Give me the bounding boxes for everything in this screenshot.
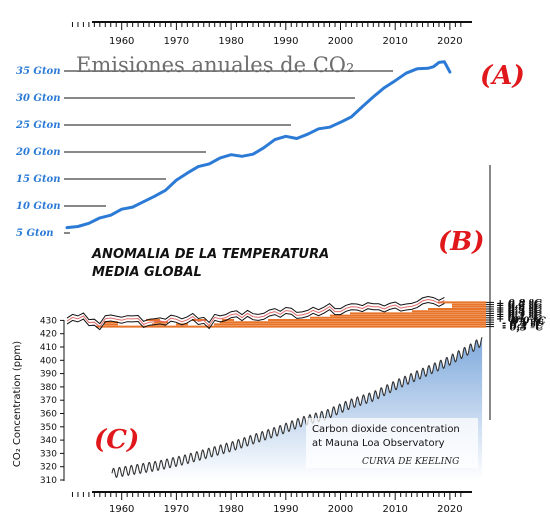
co2-y-tick-label: 400 [40, 356, 57, 366]
anomaly-y-tick-label: - 0,3 ºC [502, 323, 544, 334]
emissions-y-tick-label: 25 Gton [15, 120, 61, 131]
bottom-year-label: 2010 [382, 504, 407, 515]
panel-label-a: (A) [480, 61, 525, 91]
keeling-curve-line [111, 337, 483, 479]
top-year-label: 2000 [328, 36, 353, 47]
keeling-curve-name: CURVA DE KEELING [362, 457, 459, 467]
anomaly-title-line-1: ANOMALIA DE LA TEMPERATURA [91, 247, 329, 262]
anomaly-reference-lines [96, 301, 486, 328]
panel-label-c: (C) [94, 425, 139, 455]
anomaly-title-line-2: MEDIA GLOBAL [92, 265, 202, 280]
co2-y-tick-label: 390 [40, 370, 57, 380]
temperature-anomaly-series [66, 295, 445, 331]
anomaly-y-tick-label: - 0,2 ºC [502, 320, 544, 331]
anomaly-y-tick-label: + 0,2 ºC [496, 312, 542, 323]
anomaly-y-tick-label: 0,0 ºC [512, 316, 546, 327]
top-year-label: 2010 [382, 36, 407, 47]
bottom-time-axis: 1960 1970 1980 1990 2000 2010 2020 [71, 491, 472, 515]
emissions-y-tick-label: 5 Gton [16, 228, 54, 239]
keeling-caption-box [306, 418, 478, 468]
emissions-y-tick-label: 35 Gton [16, 66, 61, 77]
anomaly-y-tick-label: + 0,6 ºC [496, 303, 542, 314]
anomaly-lower-bound [66, 301, 445, 331]
emissions-gridlines [64, 70, 393, 234]
keeling-caption-line-2: at Mauna Loa Observatory [312, 438, 445, 449]
bottom-year-label: 2020 [437, 504, 462, 515]
anomaly-y-tick-label: + 0,4 ºC [496, 307, 542, 318]
anomaly-y-tick-label: + 0,8 ºC [496, 298, 542, 309]
emissions-y-tick-label: 20 Gton [15, 147, 61, 158]
anomaly-y-tick-label: + 0,3 ºC [496, 309, 542, 320]
co2-y-tick-label: 370 [40, 396, 57, 406]
emissions-y-tick-label: 15 Gton [16, 174, 61, 185]
top-year-label: 1960 [109, 36, 134, 47]
anomaly-y-tick-label: - 0,1 ºC [502, 318, 544, 329]
top-year-label: 1980 [218, 36, 243, 47]
co2-y-tick-label: 430 [40, 316, 57, 326]
co2-y-tick-label: 410 [40, 343, 57, 353]
top-year-label: 1970 [164, 36, 189, 47]
anomaly-y-tick-label: + 0,7 ºC [496, 301, 542, 312]
emissions-line [65, 60, 452, 230]
emissions-y-tick-label: 10 Gton [16, 201, 61, 212]
emissions-title: Emisiones anuales de CO₂ [76, 53, 354, 77]
co2-y-tick-label: 330 [40, 449, 57, 459]
top-year-label: 2020 [437, 36, 462, 47]
top-year-label: 1990 [273, 36, 298, 47]
emissions-y-tick-label: 30 Gton [16, 93, 61, 104]
co2-y-tick-label: 320 [40, 463, 57, 473]
co2-y-tick-label: 340 [40, 436, 57, 446]
anomaly-y-tick-label: + 0,5 ºC [496, 305, 542, 316]
top-time-axis: 1960 1970 1980 1990 2000 2010 2020 [71, 21, 472, 47]
keeling-caption-line-1: Carbon dioxide concentration [312, 424, 460, 435]
panel-label-b: (B) [438, 227, 485, 257]
bottom-year-label: 1970 [164, 504, 189, 515]
bottom-year-label: 1980 [218, 504, 243, 515]
co2-y-tick-label: 380 [40, 383, 57, 393]
anomaly-y-tick-label: + 0,1 ºC [496, 314, 542, 325]
co2-y-tick-label: 360 [40, 410, 57, 420]
bottom-year-label: 1960 [109, 504, 134, 515]
co2-y-tick-label: 350 [40, 423, 57, 433]
co2-y-tick-label: 420 [40, 330, 57, 340]
anomaly-mean-line [66, 298, 445, 328]
bottom-year-label: 2000 [328, 504, 353, 515]
co2-axis-label: CO₂ Concentration (ppm) [12, 341, 23, 467]
bottom-year-label: 1990 [273, 504, 298, 515]
co2-y-tick-label: 310 [40, 476, 57, 486]
anomaly-upper-bound [66, 295, 445, 325]
